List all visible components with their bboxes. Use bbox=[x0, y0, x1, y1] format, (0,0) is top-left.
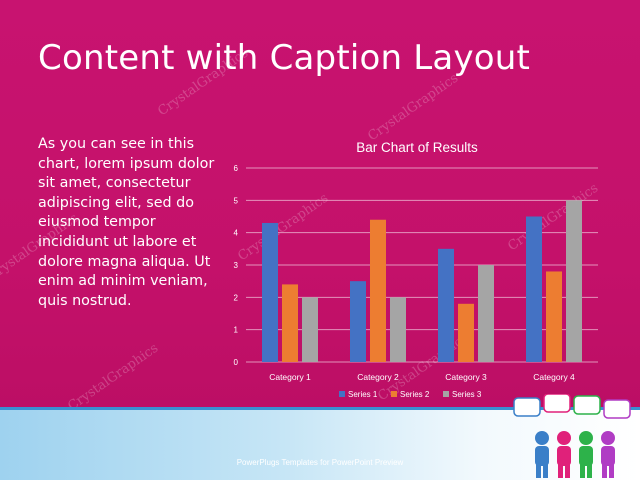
y-axis-ticks: 0 1 2 3 4 5 6 bbox=[234, 164, 239, 367]
y-tick-label: 2 bbox=[234, 293, 239, 302]
slide-title: Content with Caption Layout bbox=[38, 38, 531, 78]
chart-gridlines bbox=[246, 167, 598, 363]
bar-4-series-3 bbox=[566, 200, 582, 362]
chart-bars bbox=[262, 200, 582, 362]
footer-divider bbox=[0, 407, 640, 411]
legend-label: Series 1 bbox=[348, 390, 378, 399]
footer-band bbox=[0, 410, 640, 480]
y-tick-label: 0 bbox=[234, 358, 239, 367]
y-tick-label: 6 bbox=[234, 164, 239, 173]
caption-text: As you can see in this chart, lorem ipsu… bbox=[38, 136, 215, 309]
bar-1-series-3 bbox=[302, 297, 318, 362]
people-speech-bubbles-illustration bbox=[513, 394, 631, 478]
bar-3-series-1 bbox=[438, 248, 454, 362]
x-tick-label: Category 4 bbox=[533, 372, 575, 382]
y-tick-label: 1 bbox=[234, 326, 239, 335]
legend-swatch bbox=[339, 391, 345, 397]
bar-3-series-2 bbox=[458, 303, 474, 362]
x-tick-label: Category 2 bbox=[357, 372, 399, 382]
bar-2-series-3 bbox=[390, 297, 406, 362]
bar-2-series-1 bbox=[350, 281, 366, 362]
bar-3-series-3 bbox=[478, 265, 494, 362]
bar-4-series-2 bbox=[546, 271, 562, 362]
footer-caption: PowerPlugs Templates for PowerPoint Prev… bbox=[236, 458, 404, 467]
x-axis-ticks: Category 1 Category 2 Category 3 Category 4 bbox=[269, 372, 575, 382]
x-tick-label: Category 3 bbox=[445, 372, 487, 382]
legend-swatch bbox=[443, 391, 449, 397]
bar-1-series-2 bbox=[282, 284, 298, 362]
y-tick-label: 3 bbox=[234, 261, 239, 270]
bar-1-series-1 bbox=[262, 222, 278, 362]
watermark: CrystalGraphics bbox=[65, 340, 162, 415]
legend-label: Series 2 bbox=[400, 390, 430, 399]
y-tick-label: 4 bbox=[234, 229, 239, 238]
legend-label: Series 3 bbox=[452, 390, 482, 399]
bar-2-series-2 bbox=[370, 219, 386, 362]
bar-4-series-1 bbox=[526, 216, 542, 362]
chart-title: Bar Chart of Results bbox=[356, 140, 478, 155]
x-tick-label: Category 1 bbox=[269, 372, 311, 382]
chart-legend: Series 1 Series 2 Series 3 bbox=[339, 390, 482, 399]
y-tick-label: 5 bbox=[234, 196, 239, 205]
legend-swatch bbox=[391, 391, 397, 397]
